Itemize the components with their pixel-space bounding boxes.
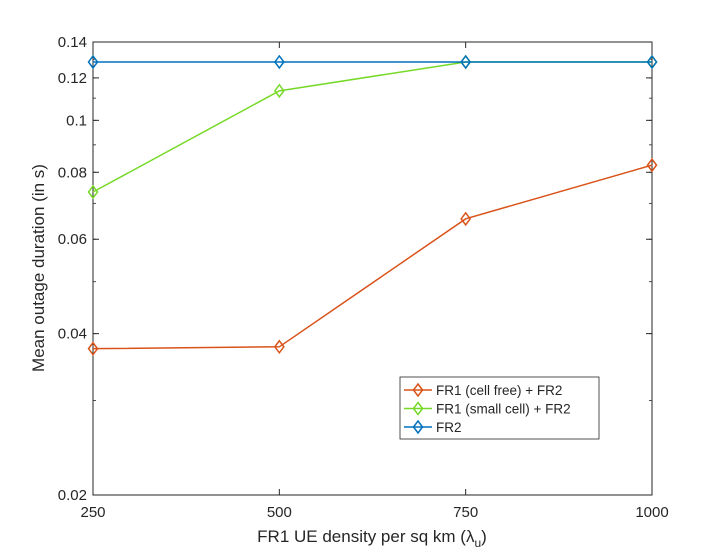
legend-label: FR1 (small cell) + FR2	[436, 402, 571, 417]
data-point	[460, 54, 472, 70]
x-tick-label: 750	[453, 504, 478, 521]
legend-marker	[412, 419, 424, 435]
series-line	[92, 164, 653, 350]
legend-entry: FR1 (small cell) + FR2	[404, 401, 571, 417]
data-point	[273, 83, 285, 99]
legend-marker	[412, 382, 424, 398]
data-point	[646, 54, 658, 70]
x-tick-label: 500	[267, 504, 292, 521]
data-point	[273, 54, 285, 70]
x-tick-label: 1000	[635, 504, 668, 521]
x-tick-labels: 250 500 750 1000	[80, 504, 668, 521]
legend-entry: FR1 (cell free) + FR2	[404, 382, 562, 398]
x-axis-label: FR1 UE density per sq km (λu)	[257, 527, 487, 550]
legend-label: FR2	[436, 420, 462, 435]
series-0	[87, 157, 658, 356]
data-point	[87, 341, 99, 356]
y-tick-label: 0.1	[66, 112, 87, 129]
y-tick-label: 0.02	[58, 487, 87, 504]
y-axis-label: Mean outage duration (in s)	[29, 164, 48, 372]
legend-entry: FR2	[404, 419, 462, 435]
y-tick-label: 0.06	[58, 231, 87, 248]
legend-marker	[412, 401, 424, 416]
y-tick-label: 0.12	[58, 70, 87, 87]
series-layer	[87, 54, 658, 356]
legend: FR1 (cell free) + FR2 FR1 (small cell) + …	[399, 376, 600, 440]
data-point	[87, 184, 99, 200]
legend-box	[399, 376, 600, 440]
x-axis-label-subscript: u	[474, 536, 481, 550]
plot-box	[92, 41, 653, 496]
y-tick-label: 0.08	[58, 164, 87, 181]
legend-entries: FR1 (cell free) + FR2 FR1 (small cell) + …	[404, 382, 571, 435]
x-tick-label: 250	[80, 504, 105, 521]
x-axis-label-close: )	[481, 527, 487, 546]
data-point	[273, 339, 285, 355]
y-tick-label: 0.04	[58, 326, 87, 343]
x-axis-label-main: FR1 UE density per sq km (λ	[257, 527, 475, 546]
y-tick-labels: 0.02 0.04 0.06 0.08 0.1 0.12 0.14	[58, 34, 87, 504]
legend-label: FR1 (cell free) + FR2	[436, 383, 562, 398]
data-point	[460, 211, 472, 227]
y-tick-label: 0.14	[58, 34, 87, 51]
data-point	[646, 157, 658, 173]
series-2	[87, 54, 658, 70]
data-point	[87, 54, 99, 70]
